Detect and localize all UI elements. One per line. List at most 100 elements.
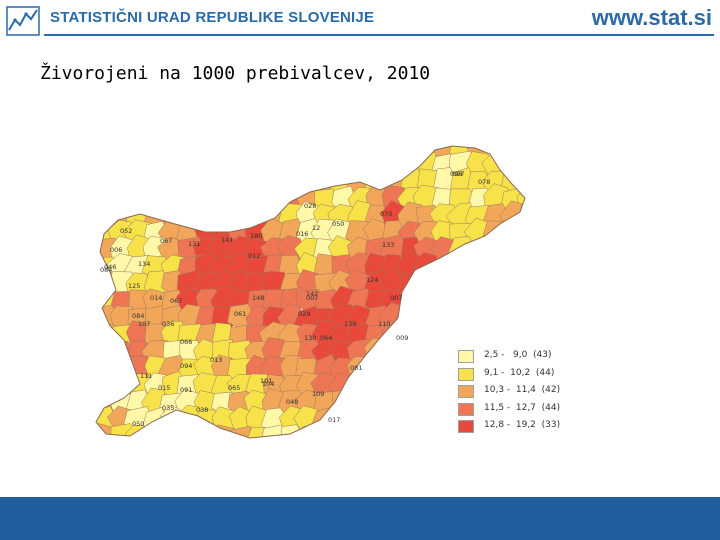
- municipality-region: [447, 271, 478, 300]
- municipality-region: [516, 170, 525, 196]
- municipality-region: [96, 337, 121, 367]
- municipality-region: [465, 271, 497, 300]
- municipality-label: 050: [332, 220, 344, 228]
- municipality-region: [141, 442, 171, 450]
- municipality-region: [96, 340, 102, 366]
- municipality-region: [96, 372, 122, 399]
- municipality-region: [108, 183, 136, 213]
- municipality-label: 141: [221, 236, 233, 244]
- municipality-label: 066: [180, 338, 192, 346]
- municipality-region: [228, 146, 255, 163]
- municipality-region: [499, 220, 525, 248]
- municipality-label: 015: [158, 384, 170, 392]
- municipality-region: [533, 153, 540, 181]
- municipality-region: [533, 204, 540, 232]
- municipality-region: [175, 146, 205, 165]
- municipality-region: [109, 168, 135, 197]
- municipality-label: 131: [188, 240, 200, 248]
- municipality-region: [91, 443, 118, 450]
- municipality-label: 012: [248, 252, 260, 260]
- municipality-label: 110: [378, 320, 390, 328]
- municipality-region: [497, 320, 525, 350]
- municipality-region: [193, 439, 220, 450]
- municipality-region: [533, 325, 540, 351]
- municipality-region: [246, 444, 271, 451]
- municipality-label: 038: [196, 406, 208, 414]
- municipality-region: [264, 151, 291, 183]
- municipality-region: [397, 146, 426, 164]
- municipality-region: [141, 168, 170, 195]
- municipality-region: [366, 442, 392, 451]
- municipality-region: [448, 290, 478, 316]
- site-url[interactable]: www.stat.si: [591, 5, 712, 30]
- municipality-region: [536, 441, 540, 450]
- municipality-region: [534, 272, 540, 300]
- municipality-region: [399, 441, 426, 450]
- municipality-region: [431, 425, 462, 438]
- municipality-region: [533, 307, 540, 333]
- municipality-region: [483, 286, 512, 314]
- municipality-region: [466, 303, 493, 331]
- municipality-region: [96, 184, 119, 213]
- municipality-region: [331, 442, 357, 450]
- legend-swatch: [458, 385, 474, 399]
- municipality-region: [177, 151, 205, 183]
- municipality-region: [196, 205, 220, 233]
- municipality-region: [213, 441, 240, 450]
- municipality-region: [364, 372, 392, 400]
- municipality-label: 016: [296, 230, 308, 238]
- municipality-label: 067: [160, 237, 172, 245]
- municipality-label: 029: [298, 310, 310, 318]
- map-legend: 2,5 - 9,0 (43) 9,1 - 10,2 (44) 10,3 - 11,4…: [458, 348, 568, 436]
- municipality-label: 046: [104, 263, 116, 271]
- municipality-region: [213, 153, 238, 180]
- municipality-region: [398, 272, 425, 302]
- municipality-region: [96, 218, 103, 247]
- municipality-region: [143, 146, 171, 165]
- municipality-region: [96, 305, 101, 336]
- municipality-region: [432, 288, 460, 318]
- municipality-label: 081: [350, 364, 362, 372]
- municipality-region: [431, 307, 462, 332]
- municipality-label: 148: [252, 294, 264, 302]
- municipality-label: 078: [478, 178, 490, 186]
- municipality-region: [177, 185, 207, 215]
- municipality-region: [96, 322, 102, 349]
- municipality-region: [96, 152, 104, 179]
- municipality-region: [159, 146, 189, 164]
- municipality-region: [107, 439, 135, 450]
- municipality-region: [535, 170, 540, 196]
- municipality-region: [412, 288, 445, 314]
- municipality-region: [399, 356, 429, 386]
- municipality-region: [434, 407, 458, 436]
- municipality-region: [278, 146, 309, 164]
- municipality-region: [297, 425, 324, 438]
- municipality-label: 107: [138, 320, 150, 328]
- municipality-label: 125: [128, 282, 140, 290]
- municipality-label: 133: [382, 241, 394, 249]
- municipality-label: 109: [312, 390, 324, 398]
- municipality-region: [498, 252, 525, 280]
- municipality-region: [331, 425, 358, 438]
- municipality-region: [415, 441, 444, 450]
- municipality-label: 048: [286, 398, 298, 406]
- municipality-region: [294, 154, 325, 179]
- municipality-region: [464, 321, 496, 350]
- municipality-region: [260, 146, 292, 164]
- municipality-region: [517, 270, 525, 301]
- municipality-label: 091: [180, 386, 192, 394]
- municipality-region: [346, 443, 374, 450]
- municipality-label: 009: [396, 334, 408, 342]
- municipality-label: 180: [250, 232, 262, 240]
- municipality-region: [230, 171, 255, 197]
- municipality-region: [499, 146, 525, 163]
- municipality-region: [313, 422, 340, 438]
- municipality-region: [465, 254, 494, 281]
- municipality-region: [96, 168, 119, 197]
- municipality-region: [449, 307, 476, 333]
- municipality-region: [536, 222, 540, 248]
- municipality-region: [157, 424, 186, 438]
- legend-label: 12,8 - 19,2 (33): [484, 420, 561, 431]
- sursi-logo-icon: [6, 6, 40, 36]
- municipality-region: [329, 153, 356, 179]
